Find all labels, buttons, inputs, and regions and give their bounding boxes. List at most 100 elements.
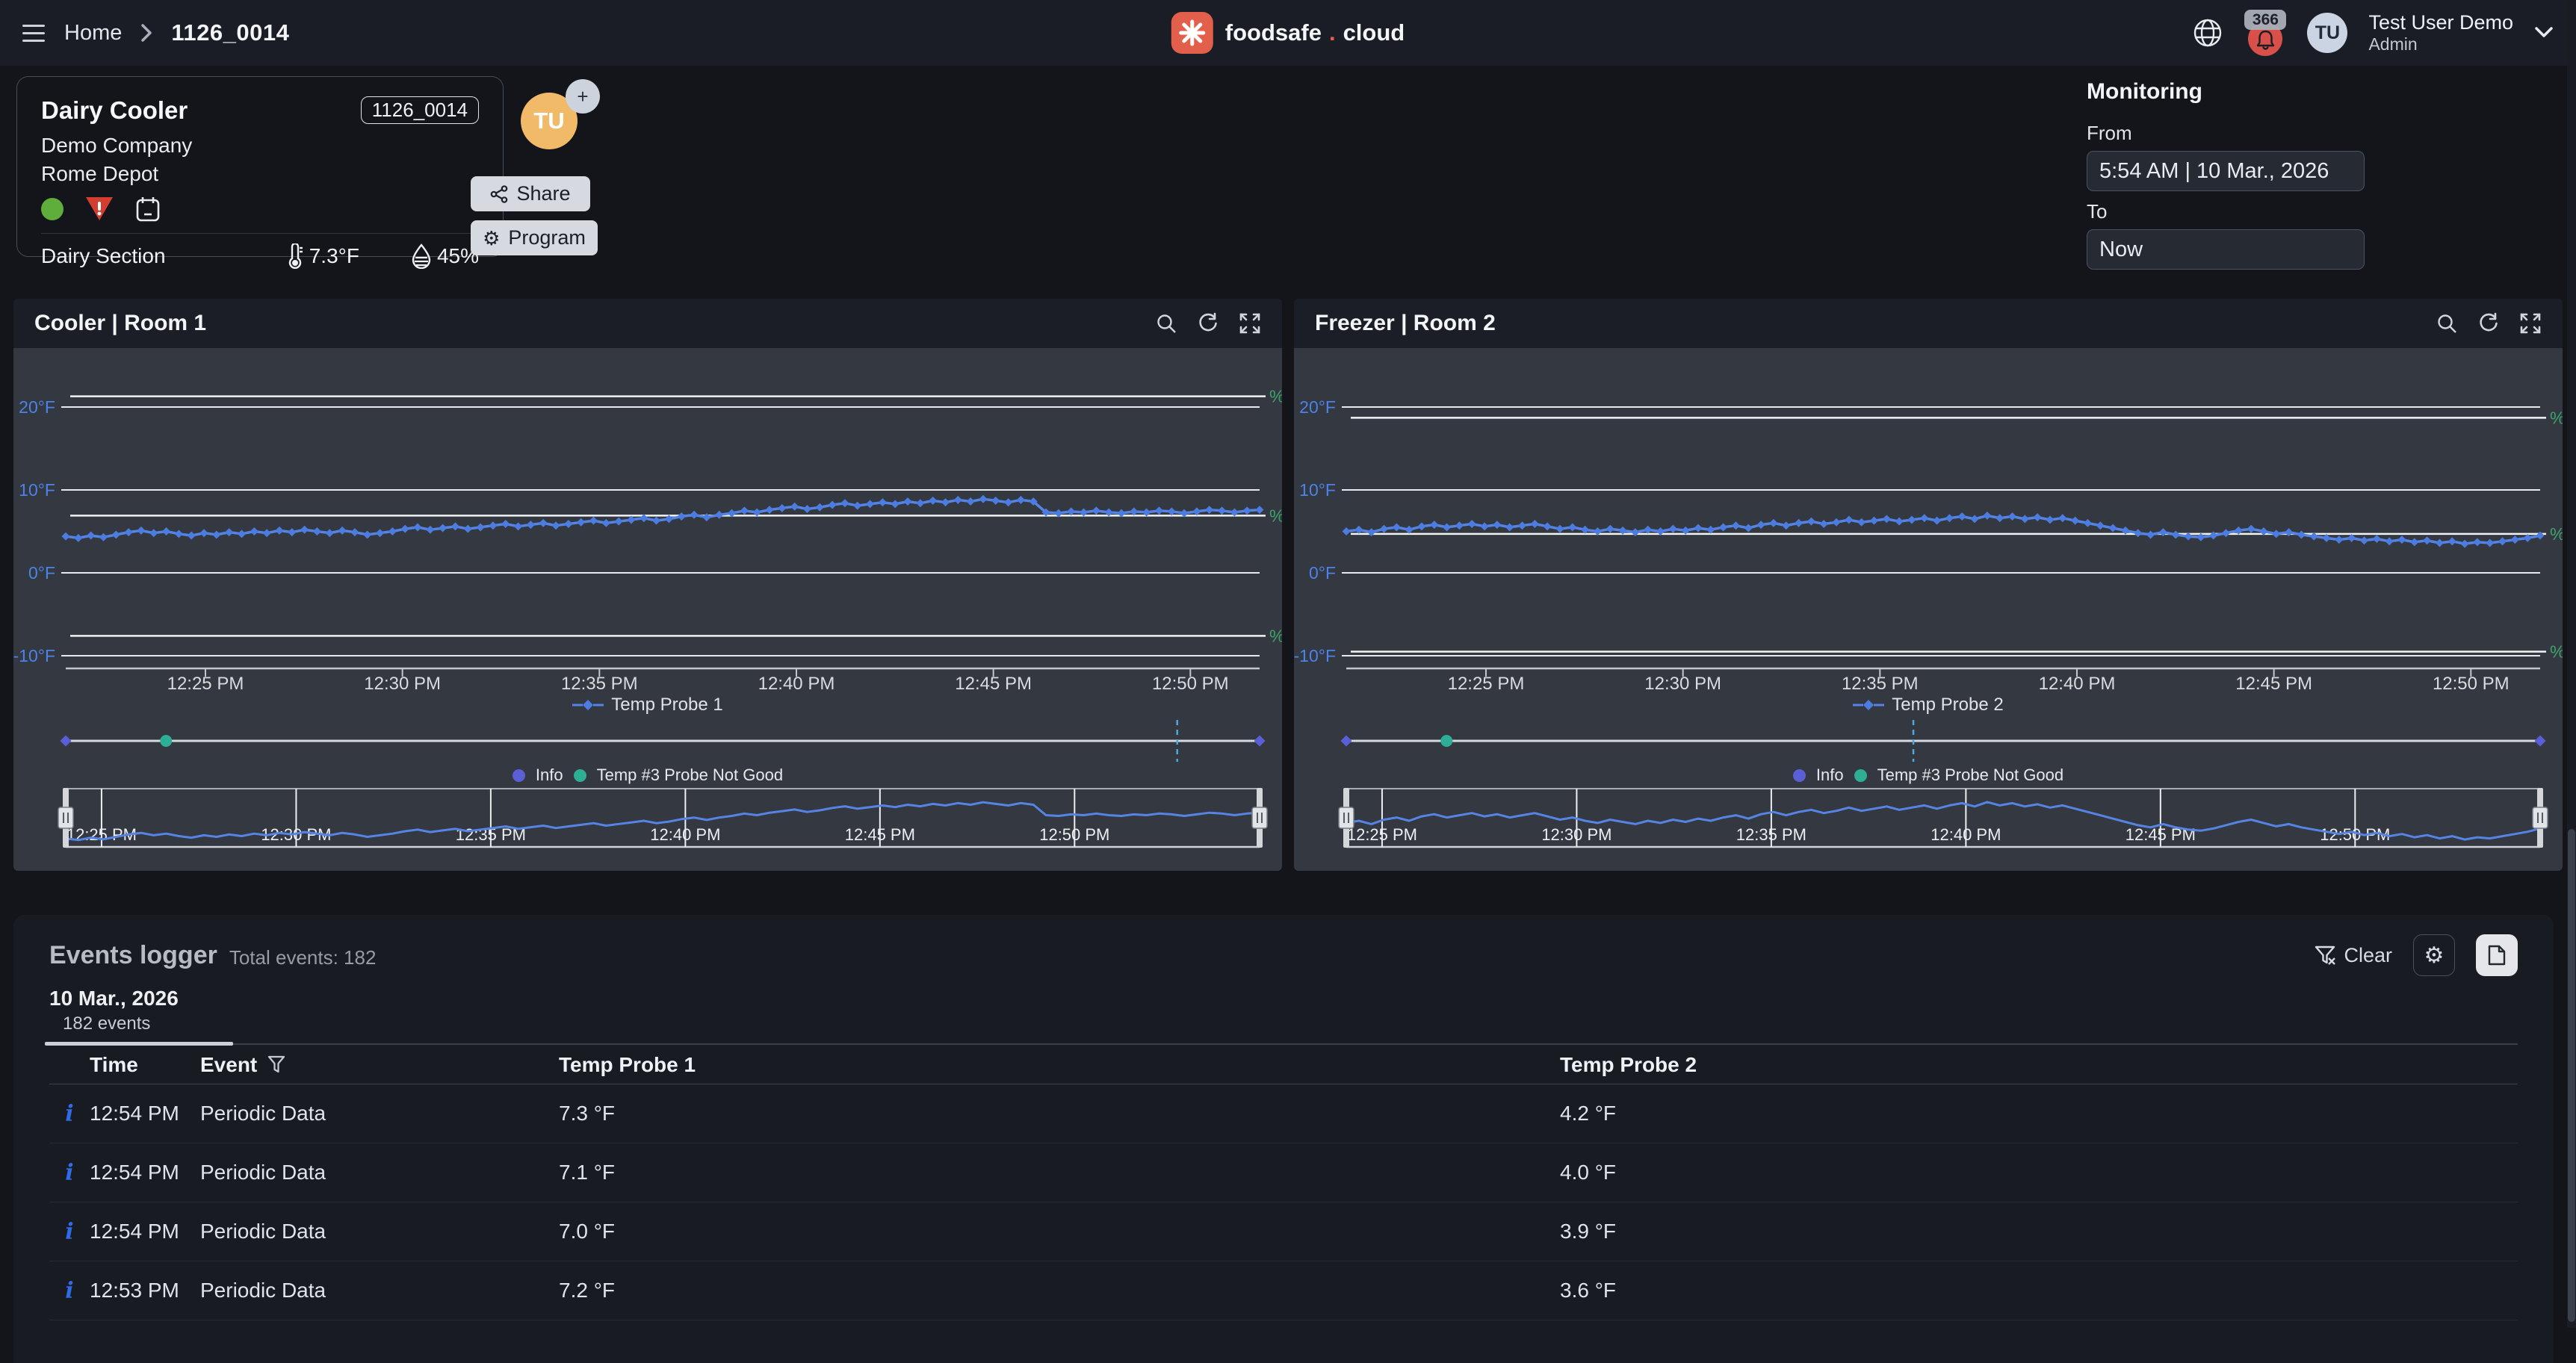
date-tab-count: 182 events	[63, 1013, 151, 1034]
info-dot-icon	[1792, 769, 1806, 782]
info-icon[interactable]: i	[65, 1100, 74, 1127]
user-avatar[interactable]: TU	[2307, 13, 2348, 53]
breadcrumb-home[interactable]: Home	[64, 20, 123, 45]
refresh-icon[interactable]	[1197, 312, 1219, 335]
zoom-icon[interactable]	[2436, 312, 2458, 335]
file-icon	[2488, 945, 2506, 966]
notifications-bell[interactable]: 366	[2244, 10, 2287, 56]
from-input[interactable]: 5:54 AM | 10 Mar., 2026	[2087, 151, 2365, 191]
chart-panel-room1: Cooler | Room 1 20°F 10°F 0°F -10°F%%% 12:25…	[13, 299, 1282, 871]
status-online-icon	[41, 198, 64, 220]
clear-filters-button[interactable]: Clear	[2315, 944, 2392, 967]
svg-text:%: %	[1269, 506, 1282, 525]
svg-text:%: %	[2550, 642, 2563, 661]
device-company: Demo Company	[41, 134, 193, 157]
events-logger-panel: Events logger Total events: 182 Clear ⚙ …	[13, 915, 2554, 1363]
svg-text:12:40 PM: 12:40 PM	[2039, 674, 2116, 694]
svg-text:12:50 PM: 12:50 PM	[1039, 825, 1109, 844]
chart-body[interactable]: 20°F 10°F 0°F -10°F%%% 12:25 PM 12:30 PM 12:35…	[13, 348, 1282, 871]
date-tab[interactable]: 10 Mar., 2026 182 events	[49, 987, 2518, 1034]
col-tp1[interactable]: Temp Probe 1	[559, 1052, 696, 1076]
svg-text:20°F: 20°F	[1299, 397, 1336, 417]
col-time[interactable]: Time	[90, 1052, 138, 1076]
user-name: Test User Demo	[2368, 11, 2513, 34]
svg-text:10°F: 10°F	[19, 480, 55, 500]
chart-title: Freezer | Room 2	[1315, 311, 1496, 335]
svg-text:12:35 PM: 12:35 PM	[1842, 674, 1919, 694]
event-legend[interactable]: Info Temp #3 Probe Not Good	[1294, 764, 2563, 786]
brand-name: foodsafe. cloud	[1224, 19, 1405, 46]
series-legend[interactable]: Temp Probe 1	[13, 694, 1282, 716]
col-event[interactable]: Event	[200, 1052, 258, 1076]
card-divider	[41, 233, 479, 234]
table-row[interactable]: i 12:53 PM Periodic Data 7.2 °F 3.6 °F	[49, 1261, 2518, 1320]
user-menu[interactable]: Test User Demo Admin	[2368, 11, 2513, 54]
brand: foodsafe. cloud	[1171, 0, 1405, 66]
device-name: Dairy Cooler	[41, 96, 188, 124]
assigned-avatar[interactable]: TU	[521, 93, 578, 149]
events-total: Total events: 182	[229, 946, 377, 969]
svg-text:%: %	[2550, 408, 2563, 427]
topbar-right: 366 TU Test User Demo Admin	[2192, 10, 2554, 56]
svg-text:-10°F: -10°F	[1294, 646, 1336, 665]
svg-text:%: %	[2550, 524, 2563, 544]
event-timeline[interactable]	[13, 716, 1282, 764]
gear-icon: ⚙	[2424, 943, 2445, 968]
monitoring-title: Monitoring	[2087, 79, 2202, 104]
series-legend[interactable]: Temp Probe 2	[1294, 694, 2563, 716]
svg-text:0°F: 0°F	[1309, 563, 1336, 583]
calendar-icon	[136, 197, 160, 222]
device-section: Dairy Section	[41, 244, 166, 267]
svg-text:12:40 PM: 12:40 PM	[758, 674, 835, 694]
events-settings-button[interactable]: ⚙	[2413, 934, 2455, 976]
chart-navigator[interactable]: 12:25 PM 12:30 PM 12:35 PM 12:40 PM 12:45 PM…	[1294, 786, 2563, 849]
table-row[interactable]: i 12:54 PM Periodic Data 7.1 °F 4.0 °F	[49, 1143, 2518, 1202]
svg-text:-10°F: -10°F	[13, 646, 55, 665]
fullscreen-icon[interactable]	[1239, 312, 1261, 335]
chart-body[interactable]: 20°F 10°F 0°F -10°F%%% 12:25 PM 12:30 PM 12:35…	[1294, 348, 2563, 871]
info-icon[interactable]: i	[65, 1277, 74, 1304]
chevron-right-icon	[141, 24, 152, 42]
scrollbar-thumb[interactable]	[2568, 829, 2575, 1322]
user-role: Admin	[2368, 34, 2418, 55]
device-depot: Rome Depot	[41, 162, 159, 185]
col-tp2[interactable]: Temp Probe 2	[1560, 1052, 1697, 1076]
chevron-down-icon[interactable]	[2534, 26, 2554, 40]
chart-panels: Cooler | Room 1 20°F 10°F 0°F -10°F%%% 12:25…	[13, 299, 2563, 871]
info-icon[interactable]: i	[65, 1218, 74, 1245]
chart-navigator[interactable]: 12:25 PM 12:30 PM 12:35 PM 12:40 PM 12:45 PM…	[13, 786, 1282, 849]
date-tab-label: 10 Mar., 2026	[49, 987, 179, 1010]
add-user-button[interactable]: +	[566, 79, 600, 114]
main-chart[interactable]: 20°F 10°F 0°F -10°F%%% 12:25 PM 12:30 PM 12:35…	[1294, 352, 2563, 694]
zoom-icon[interactable]	[1155, 312, 1177, 335]
probe-dot-icon	[573, 769, 586, 782]
table-header: Time Event Temp Probe 1 Temp Probe 2	[49, 1046, 2518, 1084]
to-label: To	[2087, 200, 2108, 223]
page-scrollbar[interactable]	[2567, 0, 2576, 1328]
export-report-button[interactable]	[2476, 934, 2518, 976]
thermometer-icon	[288, 243, 303, 269]
to-input[interactable]: Now	[2087, 229, 2365, 270]
filter-icon[interactable]	[267, 1055, 285, 1075]
svg-text:12:45 PM: 12:45 PM	[845, 825, 915, 844]
event-legend[interactable]: Info Temp #3 Probe Not Good	[13, 764, 1282, 786]
monitoring-section: Monitoring From 5:54 AM | 10 Mar., 2026 …	[2087, 79, 2365, 270]
notification-count-badge: 366	[2244, 10, 2287, 30]
globe-icon[interactable]	[2192, 17, 2223, 49]
svg-text:10°F: 10°F	[1299, 480, 1336, 500]
program-button[interactable]: ⚙ Program	[471, 220, 598, 255]
table-row[interactable]: i 12:54 PM Periodic Data 7.0 °F 3.9 °F	[49, 1202, 2518, 1261]
brand-dot: .	[1328, 19, 1336, 46]
svg-text:12:30 PM: 12:30 PM	[1644, 674, 1721, 694]
fullscreen-icon[interactable]	[2519, 312, 2542, 335]
info-icon[interactable]: i	[65, 1159, 74, 1186]
table-row[interactable]: i 12:54 PM Periodic Data 7.3 °F 4.2 °F	[49, 1084, 2518, 1143]
refresh-icon[interactable]	[2477, 312, 2500, 335]
share-button[interactable]: Share	[471, 176, 590, 211]
device-temp: 7.3°F	[309, 244, 359, 267]
menu-icon[interactable]	[22, 24, 45, 42]
event-timeline[interactable]	[1294, 716, 2563, 764]
main-chart[interactable]: 20°F 10°F 0°F -10°F%%% 12:25 PM 12:30 PM 12:35…	[13, 352, 1282, 694]
svg-text:12:50 PM: 12:50 PM	[2433, 674, 2510, 694]
svg-text:12:40 PM: 12:40 PM	[650, 825, 720, 844]
